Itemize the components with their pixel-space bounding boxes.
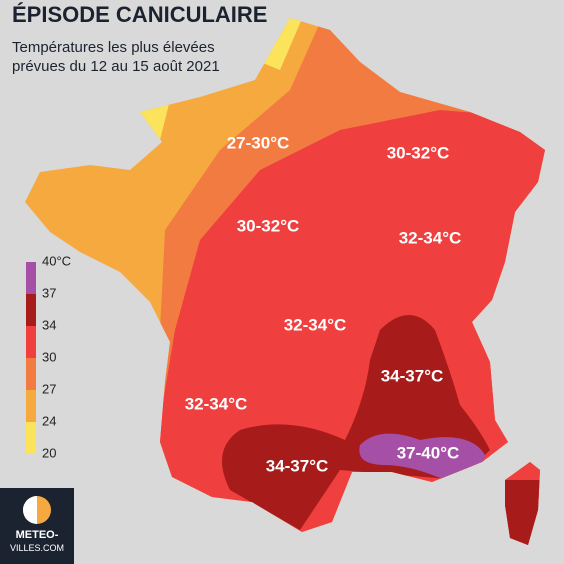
zone-label: 27-30°C [227, 133, 290, 152]
title: ÉPISODE CANICULAIRE [12, 2, 267, 27]
legend-label: 27 [42, 381, 56, 396]
zone-label: 30-32°C [237, 216, 300, 235]
zone-label: 32-34°C [284, 315, 347, 334]
logo-text: METEO- [16, 529, 59, 541]
legend-label: 24 [42, 413, 56, 428]
legend-swatch [26, 294, 36, 326]
logo-half [23, 496, 37, 524]
legend-swatch [26, 390, 36, 422]
legend-swatch [26, 358, 36, 390]
logo: METEO- VILLES.COM [0, 488, 74, 564]
subtitle: prévues du 12 au 15 août 2021 [12, 58, 220, 75]
zone-label: 37-40°C [397, 443, 460, 462]
logo-text: VILLES.COM [10, 543, 64, 553]
legend-label: 40°C [42, 253, 71, 268]
legend-swatch [26, 262, 36, 294]
zone-label: 34-37°C [266, 456, 329, 475]
zone-37-40 [359, 433, 485, 481]
legend: 40°C 37 34 30 27 24 20 [26, 253, 71, 460]
legend-label: 37 [42, 285, 56, 300]
zone-label: 32-34°C [185, 394, 248, 413]
legend-label: 20 [42, 445, 56, 460]
subtitle: Températures les plus élevées [12, 39, 215, 56]
zone-label: 30-32°C [387, 143, 450, 162]
legend-swatch [26, 422, 36, 454]
legend-swatch [26, 326, 36, 358]
zone-label: 34-37°C [381, 366, 444, 385]
legend-label: 34 [42, 317, 56, 332]
legend-label: 30 [42, 349, 56, 364]
zone-label: 32-34°C [399, 228, 462, 247]
